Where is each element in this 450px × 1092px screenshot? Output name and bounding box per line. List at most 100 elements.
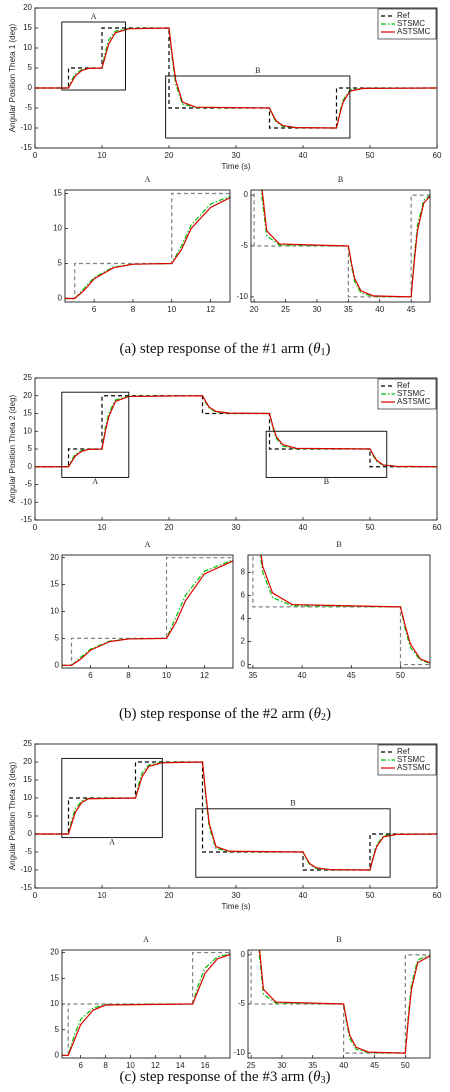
plot-frame [34,7,438,149]
caption-text: (a) step response of the #1 arm ( [119,341,313,357]
inset-title: B [336,540,341,549]
plot-frame [250,189,431,303]
y-tick-label: -15 [20,515,32,524]
caption: (b) step response of the #2 arm (θ2) [119,706,331,723]
y-tick-label: -10 [20,123,32,132]
legend-label: ASTSMC [397,27,431,36]
caption-symbol: θ [314,706,322,722]
x-tick-label: 40 [339,1061,348,1070]
x-tick-label: 12 [151,1061,160,1070]
plot-frame [61,554,234,669]
plot-frame [247,554,431,669]
inset-title: A [145,540,151,549]
x-tick-label: 10 [167,305,176,314]
y-tick-label: 5 [28,444,33,453]
x-tick-label: 20 [165,151,174,160]
plot-frame [247,949,431,1059]
y-tick-label: 15 [23,409,32,418]
y-tick-label: 10 [53,224,62,233]
caption-symbol: θ [313,341,321,357]
y-tick-label: 0 [58,294,63,303]
series-group [65,192,230,300]
y-tick-label: 0 [28,829,33,838]
x-axis-label: Time (s) [221,902,250,911]
y-tick-label: 10 [23,43,32,52]
x-tick-label: 10 [98,151,107,160]
y-tick-label: 10 [50,607,59,616]
plot-area [35,8,437,148]
y-tick-label: 10 [23,426,32,435]
plot-frame [34,743,438,889]
y-axis-label: Angular Position Theta 3 (deg) [8,761,17,870]
y-tick-label: 0 [241,660,246,669]
legend-label: STSMC [397,389,425,398]
y-tick-label: -15 [20,143,32,152]
x-tick-label: 35 [308,1061,317,1070]
series-line [35,395,437,468]
y-tick-label: 0 [55,1051,60,1060]
y-tick-label: 15 [53,189,62,198]
series-group [250,950,430,1054]
series-group [253,190,430,298]
x-axis-label: Time (s) [221,162,250,171]
zoom-box [61,21,126,91]
y-tick-label: 15 [23,775,32,784]
x-tick-label: 50 [401,1061,410,1070]
x-tick-label: 40 [298,671,307,680]
legend-box [377,378,437,410]
series-line [250,950,430,1054]
plot-frame [61,949,231,1059]
y-tick-label: -10 [20,497,32,506]
x-tick-label: 25 [247,1061,256,1070]
y-tick-label: -15 [20,883,32,892]
y-axis-label: Angular Position Theta 1 (deg) [8,23,17,132]
y-tick-label: 25 [23,739,32,748]
y-axis-label: Angular Position Theta 2 (deg) [8,394,17,503]
plot-frame [34,377,438,521]
plot-area [35,744,437,888]
y-tick-label: 8 [241,567,246,576]
y-tick-label: 25 [23,373,32,382]
caption-text: (c) step response of the #3 arm ( [119,1069,313,1085]
x-tick-label: 60 [433,891,442,900]
x-tick-label: 40 [299,151,308,160]
x-tick-label: 30 [312,305,321,314]
x-tick-label: 12 [206,305,215,314]
series-line [253,190,430,298]
series-group [35,27,437,129]
x-tick-label: 60 [433,151,442,160]
legend-label: STSMC [397,755,425,764]
plot-area [65,190,230,302]
y-tick-label: 2 [241,637,246,646]
x-tick-label: 45 [347,671,356,680]
caption-symbol: θ [313,1069,321,1085]
zoom-box [265,430,388,478]
caption: (a) step response of the #1 arm (θ1) [119,341,330,358]
x-tick-label: 16 [201,1061,210,1070]
series-line [65,195,230,300]
y-tick-label: 0 [241,950,246,959]
x-tick-label: 60 [433,523,442,532]
x-tick-label: 20 [165,891,174,900]
plot-frame [64,189,231,303]
y-tick-label: -5 [25,103,33,112]
series-group [62,951,230,1057]
y-tick-label: -10 [236,292,248,301]
y-tick-label: -10 [233,1048,245,1057]
x-tick-label: 25 [281,305,290,314]
zoom-label: B [255,66,260,75]
inset-title: A [143,935,149,944]
series-line [35,395,437,468]
zoom-label: A [91,12,97,21]
legend-label: Ref [397,747,410,756]
x-tick-label: 8 [131,305,136,314]
series-line [35,27,437,129]
inset-title: B [338,175,343,184]
x-tick-label: 14 [176,1061,185,1070]
legend-label: Ref [397,381,410,390]
series-group [35,395,437,468]
legend-label: STSMC [397,19,425,28]
x-tick-label: 10 [98,523,107,532]
series-group [35,761,437,871]
